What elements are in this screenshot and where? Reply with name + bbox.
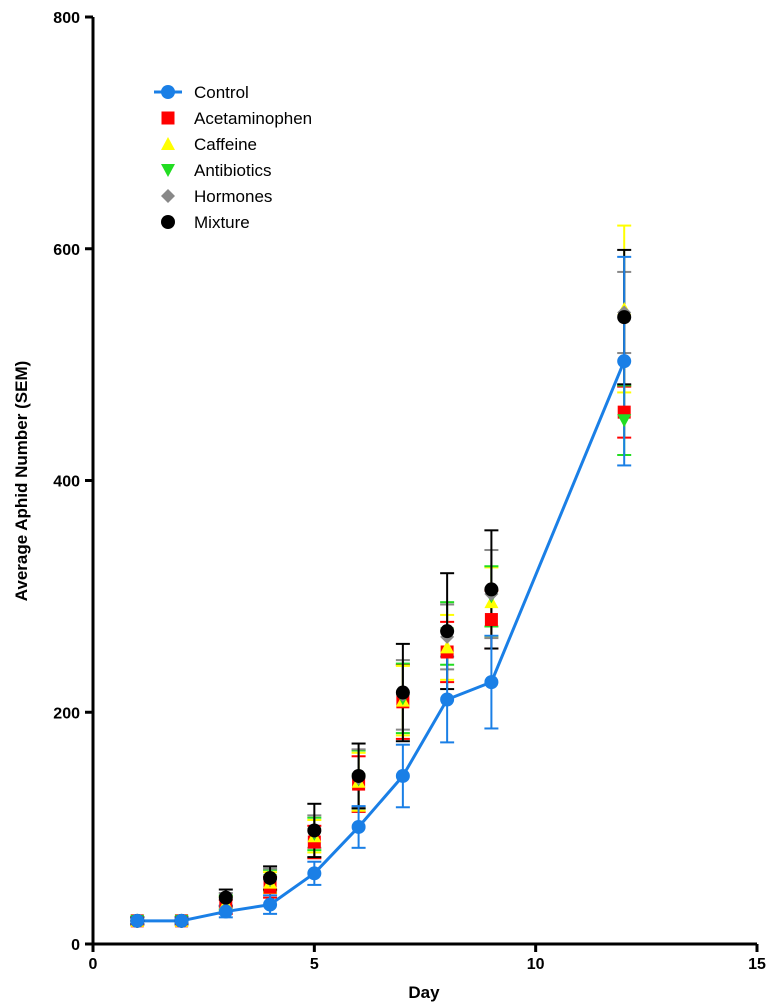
y-tick-label: 200 xyxy=(53,705,80,722)
y-tick-label: 800 xyxy=(53,10,80,27)
data-point-acetaminophen xyxy=(484,613,498,627)
data-point-control xyxy=(395,768,410,783)
legend-item-acetaminophen: Acetaminophen xyxy=(161,109,312,128)
legend-item-antibiotics: Antibiotics xyxy=(161,161,271,180)
axes xyxy=(91,17,757,946)
y-axis-title: Average Aphid Number (SEM) xyxy=(12,361,31,602)
data-point-mixture xyxy=(440,624,455,639)
data-point-control xyxy=(484,675,499,690)
x-tick-label: 15 xyxy=(748,956,766,973)
data-point-mixture xyxy=(395,685,410,700)
data-point-control xyxy=(130,913,145,928)
data-point-mixture xyxy=(484,582,499,597)
x-axis-title: Day xyxy=(408,983,440,1002)
legend-label: Mixture xyxy=(194,213,250,232)
series-line-control xyxy=(137,360,626,923)
data-point-control xyxy=(174,913,189,928)
data-point-control xyxy=(218,904,233,919)
legend-marker xyxy=(161,111,175,125)
legend-label: Hormones xyxy=(194,187,272,206)
data-point-control xyxy=(263,897,278,912)
data-markers xyxy=(130,302,632,928)
legend-item-mixture: Mixture xyxy=(161,213,250,232)
legend-item-control: Control xyxy=(154,83,249,102)
series-lines xyxy=(137,360,626,923)
y-tick-label: 400 xyxy=(53,474,80,491)
data-point-mixture xyxy=(351,768,366,783)
data-point-caffeine xyxy=(440,640,455,654)
x-tick-label: 10 xyxy=(527,956,545,973)
x-tick-label: 5 xyxy=(310,956,319,973)
legend-label: Acetaminophen xyxy=(194,109,312,128)
legend-marker xyxy=(161,137,175,150)
x-tick-label: 0 xyxy=(89,956,98,973)
legend-item-caffeine: Caffeine xyxy=(161,135,257,154)
data-point-control xyxy=(617,354,632,369)
data-point-mixture xyxy=(617,310,632,325)
data-point-antibiotics xyxy=(617,414,632,428)
legend-label: Antibiotics xyxy=(194,161,271,180)
legend-marker xyxy=(161,164,175,177)
data-point-mixture xyxy=(263,870,278,885)
data-point-control xyxy=(440,692,455,707)
legend-label: Control xyxy=(194,83,249,102)
data-point-control xyxy=(351,819,366,834)
data-point-mixture xyxy=(307,823,322,838)
error-bars xyxy=(130,224,632,926)
legend-marker xyxy=(161,189,175,203)
y-tick-label: 600 xyxy=(53,242,80,259)
legend-marker xyxy=(161,85,175,99)
data-point-mixture xyxy=(218,890,233,905)
y-tick-label: 0 xyxy=(71,937,80,954)
legend-item-hormones: Hormones xyxy=(161,187,272,206)
legend-marker xyxy=(161,215,175,229)
legend: Control Acetaminophen Caffeine Antibiotics H… xyxy=(154,83,312,232)
data-point-control xyxy=(307,866,322,881)
legend-label: Caffeine xyxy=(194,135,257,154)
ticks: 0 5 10 15 0 200 400 600 800 xyxy=(53,10,766,973)
